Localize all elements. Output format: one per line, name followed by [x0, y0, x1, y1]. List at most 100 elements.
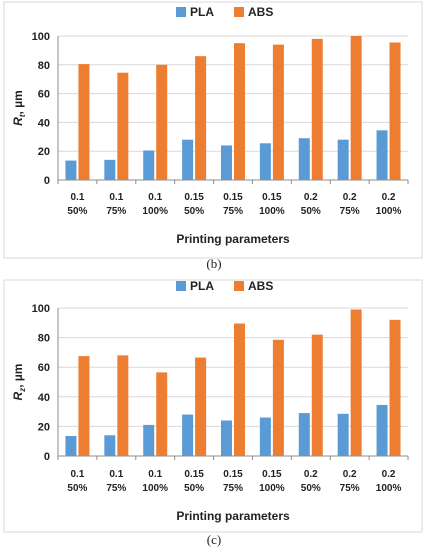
legend-label-abs: ABS [248, 5, 273, 19]
bar-abs-9 [389, 319, 401, 456]
bar-abs-7 [311, 38, 323, 180]
x-tick-label: 50% [67, 483, 87, 494]
bar-pla-2 [104, 435, 116, 456]
x-tick-label: 0.2 [343, 192, 357, 203]
bar-pla-7 [298, 413, 310, 456]
bar-abs-6 [272, 339, 284, 456]
bar-abs-2 [117, 72, 129, 180]
y-tick-label: 40 [38, 392, 50, 404]
bar-abs-8 [350, 36, 362, 180]
y-tick-label: 80 [38, 333, 50, 345]
legend: PLA ABS [176, 279, 273, 293]
bar-abs-7 [311, 334, 323, 456]
bar-pla-3 [143, 150, 155, 180]
x-tick-label: 0.1 [109, 192, 123, 203]
x-tick-label: 75% [223, 206, 243, 217]
x-tick-label: 100% [142, 483, 168, 494]
chart-area-border [3, 1, 423, 259]
bar-pla-9 [376, 404, 388, 456]
y-tick-label: 40 [38, 117, 50, 129]
x-axis-label: Printing parameters [176, 509, 290, 523]
bar-pla-8 [337, 413, 349, 456]
bar-pla-3 [143, 424, 155, 456]
y-tick-label: 0 [44, 175, 50, 187]
bar-pla-9 [376, 130, 388, 180]
x-tick-label: 50% [301, 206, 321, 217]
y-tick-label: 20 [38, 146, 50, 158]
x-tick-label: 0.15 [184, 192, 204, 203]
x-tick-label: 0.1 [70, 192, 84, 203]
bar-pla-8 [337, 139, 349, 180]
bar-abs-2 [117, 355, 129, 456]
x-tick-label: 0.1 [109, 469, 123, 480]
x-tick-label: 100% [376, 483, 402, 494]
chart-panel-2: 0 20 40 60 80 100 0.1 50% 0.1 75% 0.1 100% 0.15 50% 0.… [3, 279, 423, 533]
x-tick-label: 50% [184, 206, 204, 217]
y-tick-label: 100 [32, 31, 50, 43]
bar-abs-4 [195, 56, 207, 180]
bar-abs-9 [389, 42, 401, 181]
x-tick-label: 75% [340, 206, 360, 217]
bar-pla-5 [221, 145, 232, 180]
x-tick-label: 0.15 [223, 469, 243, 480]
x-tick-label: 0.1 [148, 192, 162, 203]
x-tick-label: 100% [142, 206, 168, 217]
x-tick-label: 75% [106, 483, 126, 494]
x-tick-label: 0.15 [262, 192, 282, 203]
bar-pla-6 [259, 143, 271, 180]
bar-abs-6 [272, 44, 284, 180]
legend-label-pla: PLA [190, 279, 214, 293]
bar-abs-3 [156, 64, 168, 180]
x-tick-label: 75% [106, 206, 126, 217]
x-tick-label: 100% [376, 206, 402, 217]
bar-pla-1 [65, 160, 77, 180]
bar-abs-5 [234, 323, 245, 456]
legend-swatch-abs [234, 281, 244, 291]
x-tick-label: 0.2 [304, 192, 318, 203]
y-axis-label: Rz, µm [11, 364, 27, 401]
bar-pla-6 [259, 417, 271, 456]
y-tick-label: 20 [38, 421, 50, 433]
x-tick-label: 50% [184, 483, 204, 494]
y-tick-label: 80 [38, 60, 50, 72]
x-tick-label: 0.15 [262, 469, 282, 480]
x-tick-label: 0.1 [70, 469, 84, 480]
legend-swatch-abs [234, 7, 244, 17]
bar-abs-5 [234, 43, 245, 181]
x-tick-label: 100% [259, 483, 285, 494]
x-tick-label: 0.15 [184, 469, 204, 480]
panel-caption: (c) [207, 532, 221, 547]
x-axis-label: Printing parameters [176, 232, 290, 246]
x-tick-label: 100% [259, 206, 285, 217]
chart-panel-1: 0 20 40 60 80 100 0.1 50% 0.1 75% 0.1 100% 0.15 50% 0.… [3, 1, 423, 259]
bar-pla-7 [298, 138, 310, 180]
bar-pla-5 [221, 420, 232, 456]
bar-pla-2 [104, 159, 116, 180]
legend-swatch-pla [176, 7, 186, 17]
legend: PLA ABS [176, 5, 273, 19]
y-tick-label: 60 [38, 89, 50, 101]
y-axis-label: Rt, µm [11, 90, 27, 126]
bar-pla-1 [65, 436, 77, 456]
legend-label-pla: PLA [190, 5, 214, 19]
x-tick-label: 0.15 [223, 192, 243, 203]
bar-abs-3 [156, 372, 168, 456]
bar-abs-4 [195, 357, 207, 456]
y-tick-label: 60 [38, 362, 50, 374]
x-tick-label: 50% [67, 206, 87, 217]
bar-pla-4 [182, 414, 194, 456]
chart-area-border [3, 279, 423, 533]
x-tick-label: 0.2 [382, 192, 396, 203]
bar-abs-8 [350, 309, 362, 456]
bar-pla-4 [182, 139, 194, 180]
x-tick-label: 0.2 [382, 469, 396, 480]
bar-abs-1 [78, 356, 90, 456]
x-tick-label: 50% [301, 483, 321, 494]
legend-label-abs: ABS [248, 279, 273, 293]
x-tick-label: 0.2 [304, 469, 318, 480]
y-tick-label: 100 [32, 303, 50, 315]
x-tick-label: 75% [340, 483, 360, 494]
y-tick-label: 0 [44, 451, 50, 463]
bar-abs-1 [78, 64, 90, 180]
